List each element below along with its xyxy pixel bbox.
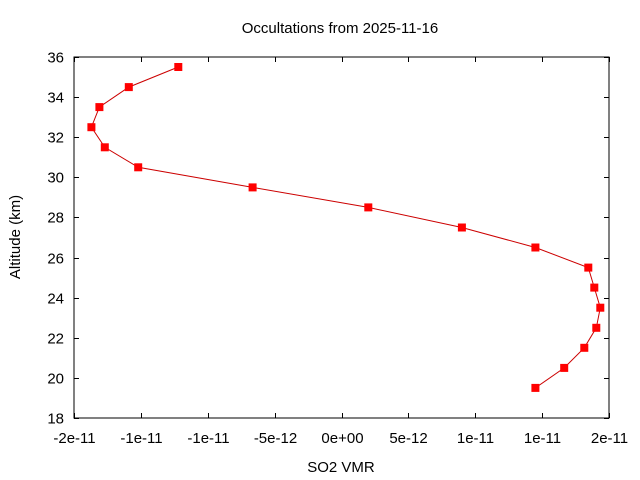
x-tick-label: 1e-11: [524, 430, 561, 447]
y-tick-label: 34: [47, 90, 64, 107]
x-tick-label: 1e-11: [457, 430, 494, 447]
data-point-marker: [248, 183, 257, 192]
y-tick-label: 32: [47, 130, 64, 147]
y-tick-label: 18: [47, 411, 64, 428]
data-series: [87, 63, 605, 392]
data-point-marker: [100, 143, 109, 152]
data-point-marker: [87, 123, 96, 132]
y-tick-label: 30: [47, 170, 64, 187]
x-tick-label: 0e+00: [321, 430, 363, 447]
x-axis: -2e-11 -1e-11 -1e-11 -5e-12 0e+00 5e-12 1e-11 1…: [53, 57, 628, 447]
y-tick-label: 20: [47, 371, 64, 388]
x-tick-label: 5e-12: [389, 430, 427, 447]
y-tick-label: 24: [47, 291, 64, 308]
x-tick-label: 2e-11: [591, 430, 628, 447]
data-point-marker: [596, 303, 605, 312]
y-tick-label: 28: [47, 210, 64, 227]
data-point-marker: [531, 243, 540, 252]
data-point-marker: [134, 163, 143, 172]
data-point-marker: [124, 83, 133, 92]
y-tick-label: 26: [47, 251, 64, 268]
data-point-marker: [560, 363, 569, 372]
x-tick-label: -1e-11: [187, 430, 229, 447]
data-point-marker: [584, 263, 593, 272]
chart-title: Occultations from 2025-11-16: [242, 20, 439, 37]
x-tick-label: -5e-12: [254, 430, 297, 447]
x-axis-label: SO2 VMR: [307, 459, 375, 476]
x-tick-label: -1e-11: [120, 430, 162, 447]
y-axis: 18 20 22 24 26 28 30 32 34 36: [47, 50, 609, 428]
plot-area: [73, 56, 610, 419]
data-point-marker: [95, 103, 104, 112]
plot-frame: [73, 56, 610, 419]
y-tick-label: 36: [47, 50, 64, 67]
y-tick-label: 22: [47, 331, 64, 348]
data-point-marker: [580, 343, 589, 352]
data-point-marker: [590, 283, 599, 292]
data-point-marker: [592, 323, 601, 332]
data-point-marker: [457, 223, 466, 232]
y-axis-label: Altitude (km): [7, 195, 24, 279]
data-point-marker: [531, 383, 540, 392]
data-point-marker: [364, 203, 373, 212]
x-tick-label: -2e-11: [53, 430, 95, 447]
data-point-marker: [174, 63, 183, 71]
